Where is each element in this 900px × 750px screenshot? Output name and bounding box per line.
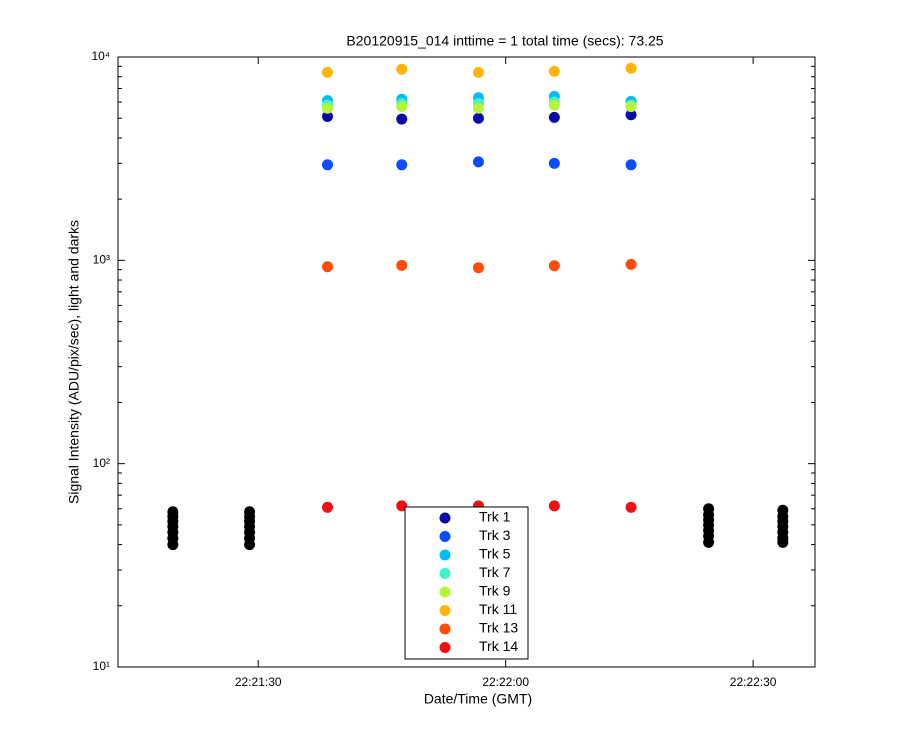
point [548,157,560,169]
legend-label: Trk 11 [479,601,517,617]
legend-marker [439,568,451,579]
x-axis-label: Date/Time (GMT) [424,691,532,707]
legend-marker [439,549,451,561]
point [322,159,334,171]
point [548,65,560,77]
point [396,259,408,271]
point [396,500,408,512]
point [322,501,334,513]
y-tick-label: 10³ [93,253,110,267]
point [322,102,334,114]
point [472,112,484,124]
point [548,111,560,123]
point [625,258,637,270]
point [396,159,408,171]
point [472,262,484,274]
point [322,110,334,122]
point [167,539,179,551]
point [322,261,334,273]
x-tick-label: 22:22:00 [482,675,529,689]
legend-marker [439,586,451,598]
legend-label: Trk 13 [479,620,518,636]
y-tick-label: 10² [93,456,110,470]
point [472,66,484,78]
point [548,260,560,272]
point [396,101,408,113]
legend-label: Trk 7 [479,564,511,580]
point [396,113,408,125]
legend-marker [439,605,451,616]
point [625,101,637,113]
point [244,539,256,551]
y-tick-label: 10¹ [93,659,110,673]
x-tick-label: 22:22:30 [730,675,777,689]
y-axis-label: Signal Intensity (ADU/pix/sec), light an… [66,220,82,504]
legend-marker [439,642,451,653]
legend-label: Trk 1 [479,509,511,525]
legend-label: Trk 9 [479,583,511,599]
point [625,109,637,121]
point [322,66,334,78]
legend-box [404,506,529,660]
point [703,536,715,548]
legend-label: Trk 14 [479,638,518,654]
point [625,62,637,74]
point [472,156,484,168]
legend-marker [439,512,451,524]
legend-marker [439,531,451,542]
point [472,102,484,114]
point [396,63,408,75]
legend-label: Trk 3 [479,527,511,543]
point [777,536,789,548]
point [625,501,637,513]
point [625,159,637,171]
legend-marker [439,623,451,635]
y-tick-label: 10⁴ [91,49,110,63]
chart-title: B20120915_014 inttime = 1 total time (se… [346,33,663,49]
legend-label: Trk 5 [479,546,511,562]
point [548,500,560,512]
point [548,99,560,111]
x-tick-label: 22:21:30 [235,675,282,689]
